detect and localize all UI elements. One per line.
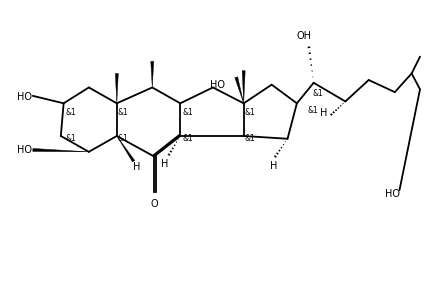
Text: OH: OH — [297, 31, 312, 41]
Text: &1: &1 — [117, 108, 128, 117]
Text: &1: &1 — [117, 134, 128, 143]
Text: H: H — [270, 161, 277, 171]
Text: H: H — [320, 108, 328, 118]
Text: HO: HO — [210, 80, 225, 90]
Polygon shape — [117, 136, 135, 162]
Polygon shape — [235, 77, 244, 103]
Text: &1: &1 — [245, 134, 256, 143]
Text: HO: HO — [385, 189, 400, 199]
Text: &1: &1 — [313, 89, 324, 98]
Text: HO: HO — [17, 92, 32, 102]
Text: &1: &1 — [182, 134, 193, 143]
Text: &1: &1 — [307, 106, 318, 115]
Text: &1: &1 — [182, 108, 193, 117]
Polygon shape — [115, 74, 118, 103]
Text: H: H — [161, 159, 168, 169]
Text: HO: HO — [17, 145, 32, 155]
Text: H: H — [133, 162, 140, 172]
Text: &1: &1 — [66, 134, 76, 143]
Polygon shape — [242, 71, 245, 103]
Polygon shape — [33, 149, 89, 152]
Text: &1: &1 — [245, 108, 256, 117]
Polygon shape — [151, 61, 154, 88]
Text: O: O — [150, 199, 158, 209]
Text: &1: &1 — [66, 108, 76, 117]
